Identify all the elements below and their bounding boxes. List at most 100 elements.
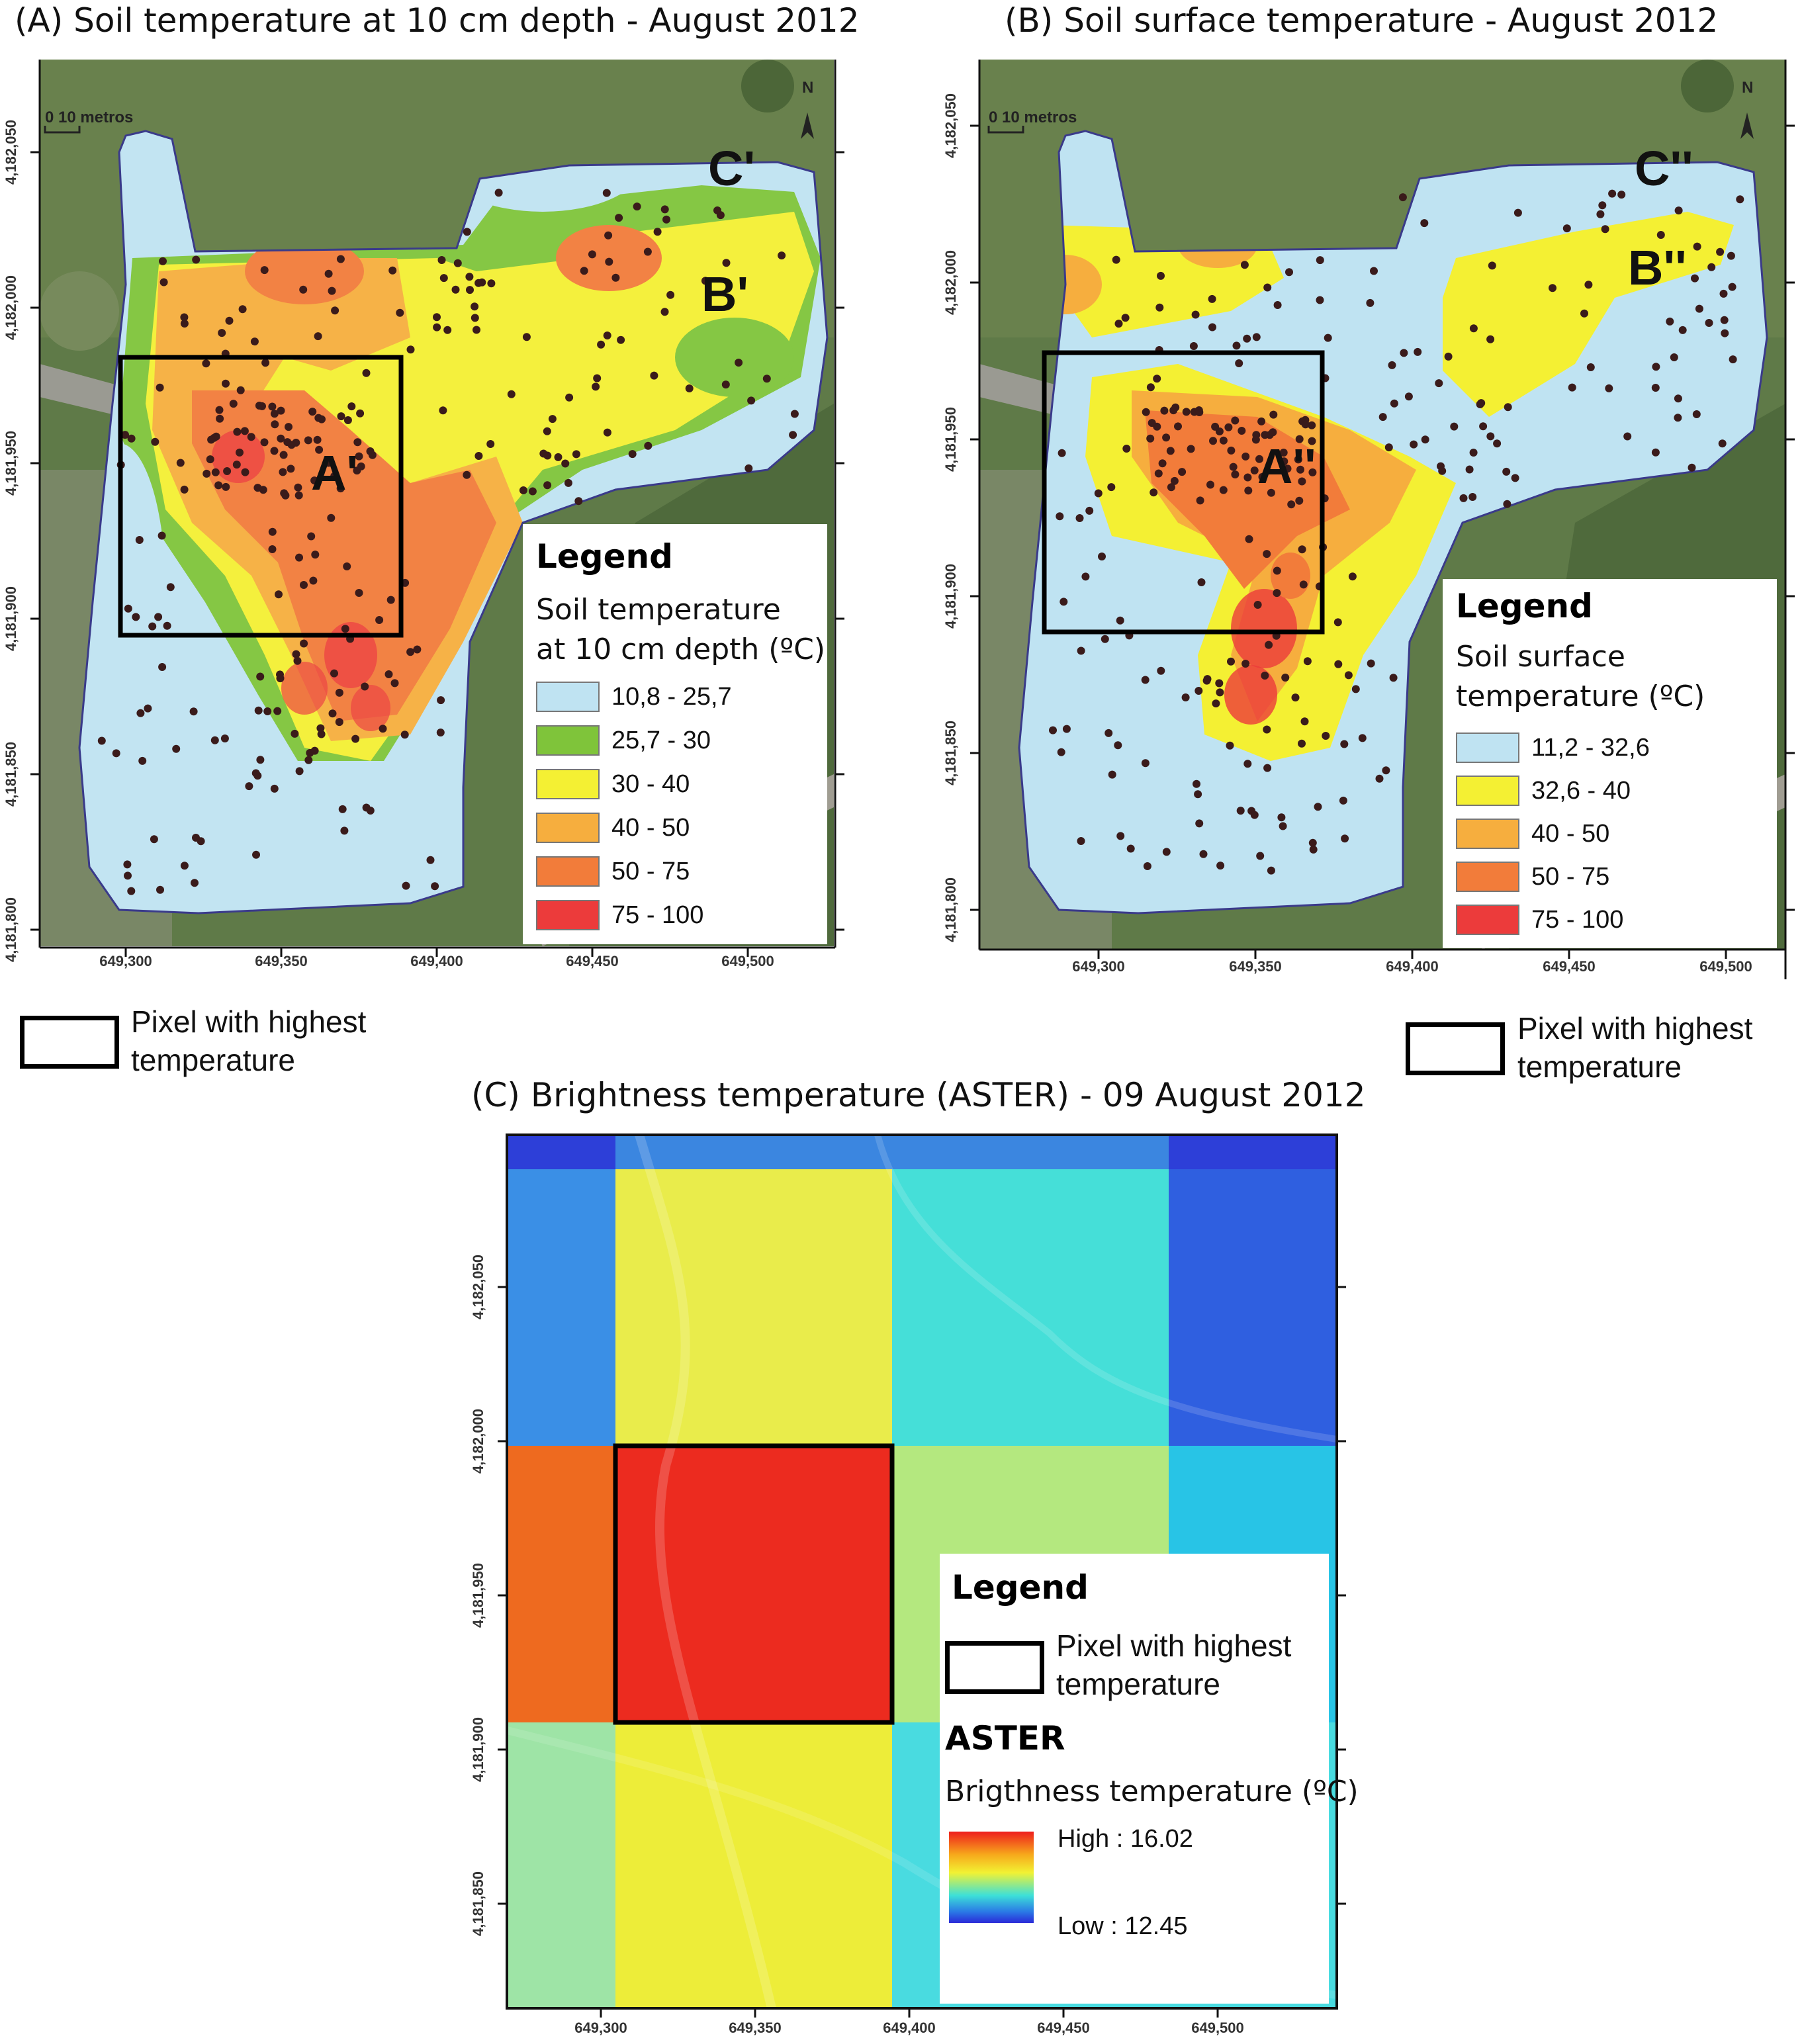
legend-swatch xyxy=(536,769,600,799)
sample-point xyxy=(270,784,279,793)
sample-point xyxy=(1057,748,1065,756)
sample-point xyxy=(1296,465,1304,474)
legend-class-5: 50 - 75 xyxy=(536,856,821,889)
sample-point xyxy=(396,308,404,317)
legend-class-4: 50 - 75 xyxy=(1456,862,1767,895)
x-tick-label: 649,400 xyxy=(1386,958,1439,975)
sample-point xyxy=(1586,363,1595,371)
sample-point xyxy=(1688,463,1696,472)
sample-point xyxy=(1206,480,1214,489)
sample-point xyxy=(245,782,253,791)
sample-point xyxy=(330,669,338,678)
sample-point xyxy=(127,887,136,895)
sample-point xyxy=(1608,189,1617,198)
sample-point xyxy=(328,709,337,718)
sample-point xyxy=(1241,452,1250,461)
sample-point xyxy=(643,247,652,256)
sample-point xyxy=(1273,301,1282,309)
sample-point xyxy=(574,497,583,506)
sample-point xyxy=(300,581,308,589)
panel-a-title: (A) Soil temperature at 10 cm depth - Au… xyxy=(15,1,860,40)
legend-swatch-label: 40 - 50 xyxy=(611,814,690,842)
sample-point xyxy=(1269,410,1278,419)
sample-point xyxy=(247,433,255,441)
sample-point xyxy=(166,583,175,592)
sample-point xyxy=(1238,427,1246,435)
sample-point xyxy=(260,266,269,275)
sample-point xyxy=(1281,674,1290,682)
sample-point xyxy=(292,650,300,658)
sample-point xyxy=(275,590,283,599)
sample-point xyxy=(1098,553,1106,560)
sample-point xyxy=(1301,420,1310,429)
sample-point xyxy=(1273,589,1281,598)
sample-point xyxy=(1435,379,1443,388)
sample-point xyxy=(1197,578,1206,586)
sample-point xyxy=(611,273,620,282)
sample-point xyxy=(191,879,199,887)
sample-point xyxy=(304,436,312,445)
sample-point xyxy=(260,438,269,447)
sample-point xyxy=(1334,660,1343,668)
sample-point xyxy=(1617,191,1626,199)
sample-point xyxy=(744,464,753,472)
sample-point xyxy=(1060,598,1068,606)
sample-point xyxy=(1378,413,1387,422)
sample-point xyxy=(431,882,439,891)
sample-point xyxy=(180,862,189,870)
legend-swatch xyxy=(536,725,600,756)
panel-b-x-tick-labels: 649,300 649,350 649,400 649,450 649,500 xyxy=(940,958,1804,985)
sample-point xyxy=(494,189,503,197)
sample-point xyxy=(1298,477,1306,486)
sample-point xyxy=(1194,790,1202,799)
sample-point xyxy=(1243,334,1251,343)
aster-pixel xyxy=(892,1169,1169,1446)
sample-point xyxy=(603,428,611,437)
sample-point xyxy=(277,406,285,415)
sample-point xyxy=(1219,486,1228,494)
sample-point xyxy=(172,744,181,753)
sample-point xyxy=(1215,427,1224,435)
sample-point xyxy=(1077,837,1085,845)
colorbar-high-label: High : 16.02 xyxy=(1058,1825,1193,1853)
sample-point xyxy=(214,481,223,490)
sample-point xyxy=(144,704,152,713)
sample-point xyxy=(1154,469,1163,478)
sample-point xyxy=(1146,434,1155,443)
sample-point xyxy=(1651,448,1660,457)
sample-point xyxy=(206,455,214,464)
sample-point xyxy=(307,532,316,541)
sample-point xyxy=(1121,314,1130,322)
sample-point xyxy=(650,371,658,380)
sample-point xyxy=(1114,741,1122,750)
legend-class-4: 40 - 50 xyxy=(536,813,821,846)
legend-class-1: 11,2 - 32,6 xyxy=(1456,733,1767,766)
sample-point xyxy=(1316,256,1324,265)
legend-title: Legend xyxy=(536,537,673,576)
sample-point xyxy=(1283,465,1292,473)
sample-point xyxy=(362,369,371,377)
y-tick-label: 4,181,950 xyxy=(942,407,959,472)
sample-point xyxy=(1157,271,1165,280)
sample-point xyxy=(1094,489,1103,498)
sample-point xyxy=(1250,467,1259,474)
sample-point xyxy=(1166,447,1175,455)
panel-b-pixel-note: Pixel with highest temperature xyxy=(1517,1011,1753,1084)
aster-pixel xyxy=(1169,1169,1337,1446)
sample-point xyxy=(252,850,260,859)
sample-point xyxy=(1469,324,1478,333)
sample-point xyxy=(1157,666,1165,675)
sample-point xyxy=(356,409,365,418)
sample-point xyxy=(1370,267,1378,275)
sample-point xyxy=(617,335,625,344)
sample-point xyxy=(1299,580,1308,589)
sample-point xyxy=(1503,500,1511,508)
sample-point xyxy=(1707,263,1716,271)
sample-point xyxy=(1666,317,1674,326)
sample-point xyxy=(299,285,308,294)
sample-point xyxy=(180,313,189,322)
sample-point xyxy=(1195,687,1203,695)
sample-point xyxy=(1153,375,1161,383)
y-tick-label: 4,181,900 xyxy=(470,1717,486,1782)
sample-point xyxy=(384,670,393,678)
